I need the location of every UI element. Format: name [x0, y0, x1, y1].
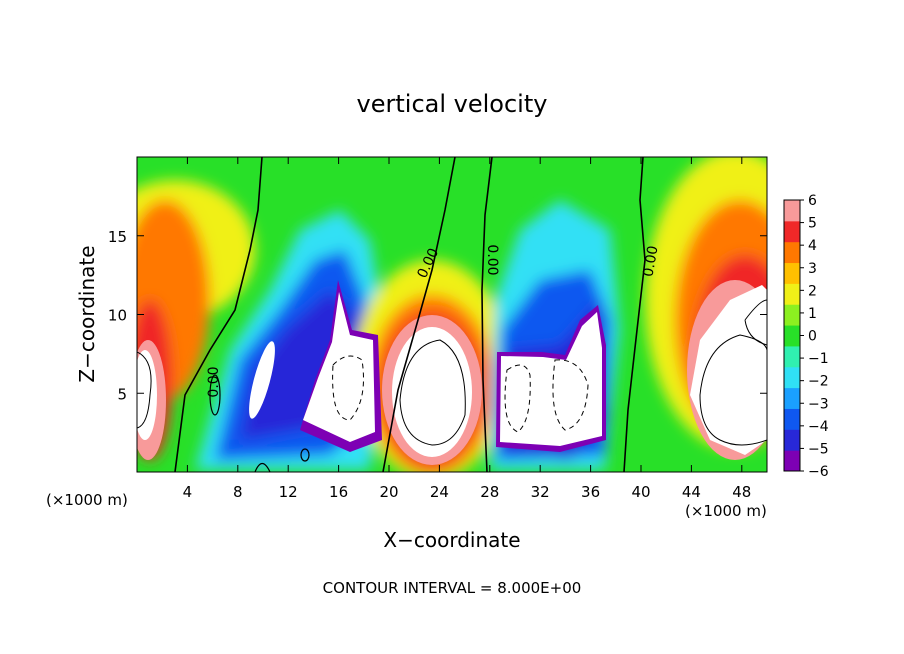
y-tick-label: 5 — [117, 385, 127, 403]
colorbar-swatch — [784, 387, 800, 409]
x-tick-label: 20 — [379, 483, 398, 501]
zero-contour-3 — [481, 157, 493, 472]
core-downdraft-1 — [303, 292, 375, 442]
core-downdraft-2 — [500, 312, 602, 446]
positive-contour-right-inner — [744, 299, 767, 346]
negative-contour-2b — [552, 359, 589, 431]
colorbar-tick-label: −1 — [808, 351, 829, 367]
colorbar-tick-label: 4 — [808, 238, 817, 254]
x-tick-label: 32 — [531, 483, 550, 501]
colorbar-tick-label: 1 — [808, 306, 817, 322]
colorbar: 6 5 4 3 2 1 0 −1 −2 −3 −4 −5 −6 — [783, 193, 829, 480]
core-left — [137, 350, 157, 440]
colorbar-swatch — [784, 220, 800, 243]
chart-title: vertical velocity — [357, 90, 548, 118]
colorbar-swatch — [784, 262, 800, 284]
contour-interval-note: CONTOUR INTERVAL = 8.000E+00 — [323, 579, 582, 597]
contour-label-3: 0.00 — [484, 244, 500, 275]
colorbar-tick-label: −4 — [808, 419, 829, 435]
x-axis: 4 8 12 16 20 24 28 32 36 40 44 48 — [183, 157, 751, 501]
zero-contour-4 — [623, 157, 646, 472]
x-tick-label: 12 — [279, 483, 298, 501]
negative-contour-1 — [332, 355, 364, 421]
positive-contour-left — [137, 351, 152, 429]
y-tick-label: 15 — [108, 228, 127, 246]
positive-contour-center — [399, 339, 466, 446]
contour-label-1: 0.00 — [206, 366, 222, 397]
colorbar-swatch — [784, 325, 800, 347]
zero-contour-1 — [174, 157, 263, 472]
colorbar-tick-label: 5 — [808, 216, 817, 232]
colorbar-swatch — [784, 304, 800, 326]
small-contour-2 — [300, 448, 310, 462]
colorbar-tick-label: −2 — [808, 374, 829, 390]
core-updraft-right — [690, 285, 767, 455]
contour-label-4: 0.00 — [640, 245, 661, 278]
x-tick-label: 44 — [682, 483, 701, 501]
colorbar-tick-label: 3 — [808, 261, 817, 277]
x-tick-label: 24 — [430, 483, 449, 501]
small-contour-3 — [254, 462, 271, 472]
colorbar-tick-label: −6 — [808, 464, 829, 480]
colorbar-swatch — [784, 450, 800, 472]
colorbar-swatch — [784, 345, 800, 368]
x-axis-label: X−coordinate — [383, 528, 520, 552]
x-tick-label: 40 — [631, 483, 650, 501]
colorbar-swatch — [784, 200, 800, 222]
core-downdraft-1-small — [249, 341, 275, 419]
y-tick-label: 10 — [108, 307, 127, 325]
y-axis-label: Z−coordinate — [75, 245, 99, 382]
x-tick-label: 48 — [732, 483, 751, 501]
colorbar-swatch — [784, 429, 800, 451]
colorbar-tick-label: 0 — [808, 329, 817, 345]
colorbar-tick-label: 2 — [808, 283, 817, 299]
contour-lines — [137, 157, 767, 472]
x-tick-label: 8 — [233, 483, 243, 501]
colorbar-swatch — [784, 366, 800, 389]
x-units-right: (×1000 m) — [685, 502, 767, 520]
x-tick-label: 16 — [329, 483, 348, 501]
zero-contour-2 — [382, 157, 456, 472]
plot-area: 0.00 0.00 0.00 0.00 4 8 12 16 20 24 28 32 36 40 44… — [108, 156, 768, 501]
colorbar-tick-label: 6 — [808, 193, 817, 209]
x-tick-label: 4 — [183, 483, 193, 501]
field-layers: 0.00 0.00 0.00 0.00 — [137, 157, 767, 472]
colorbar-tick-label: −5 — [808, 441, 829, 457]
core-updraft-center — [392, 327, 472, 457]
colorbar-swatch — [784, 408, 800, 430]
colorbar-swatch — [784, 283, 800, 305]
colorbar-tick-label: −3 — [808, 396, 829, 412]
x-tick-label: 28 — [480, 483, 499, 501]
x-units-left: (×1000 m) — [46, 491, 128, 509]
small-contour-1 — [209, 374, 221, 416]
y-axis: 5 10 15 — [108, 228, 767, 403]
saturated-cores — [137, 280, 767, 465]
colorbar-swatch — [784, 241, 800, 264]
x-tick-label: 36 — [581, 483, 600, 501]
